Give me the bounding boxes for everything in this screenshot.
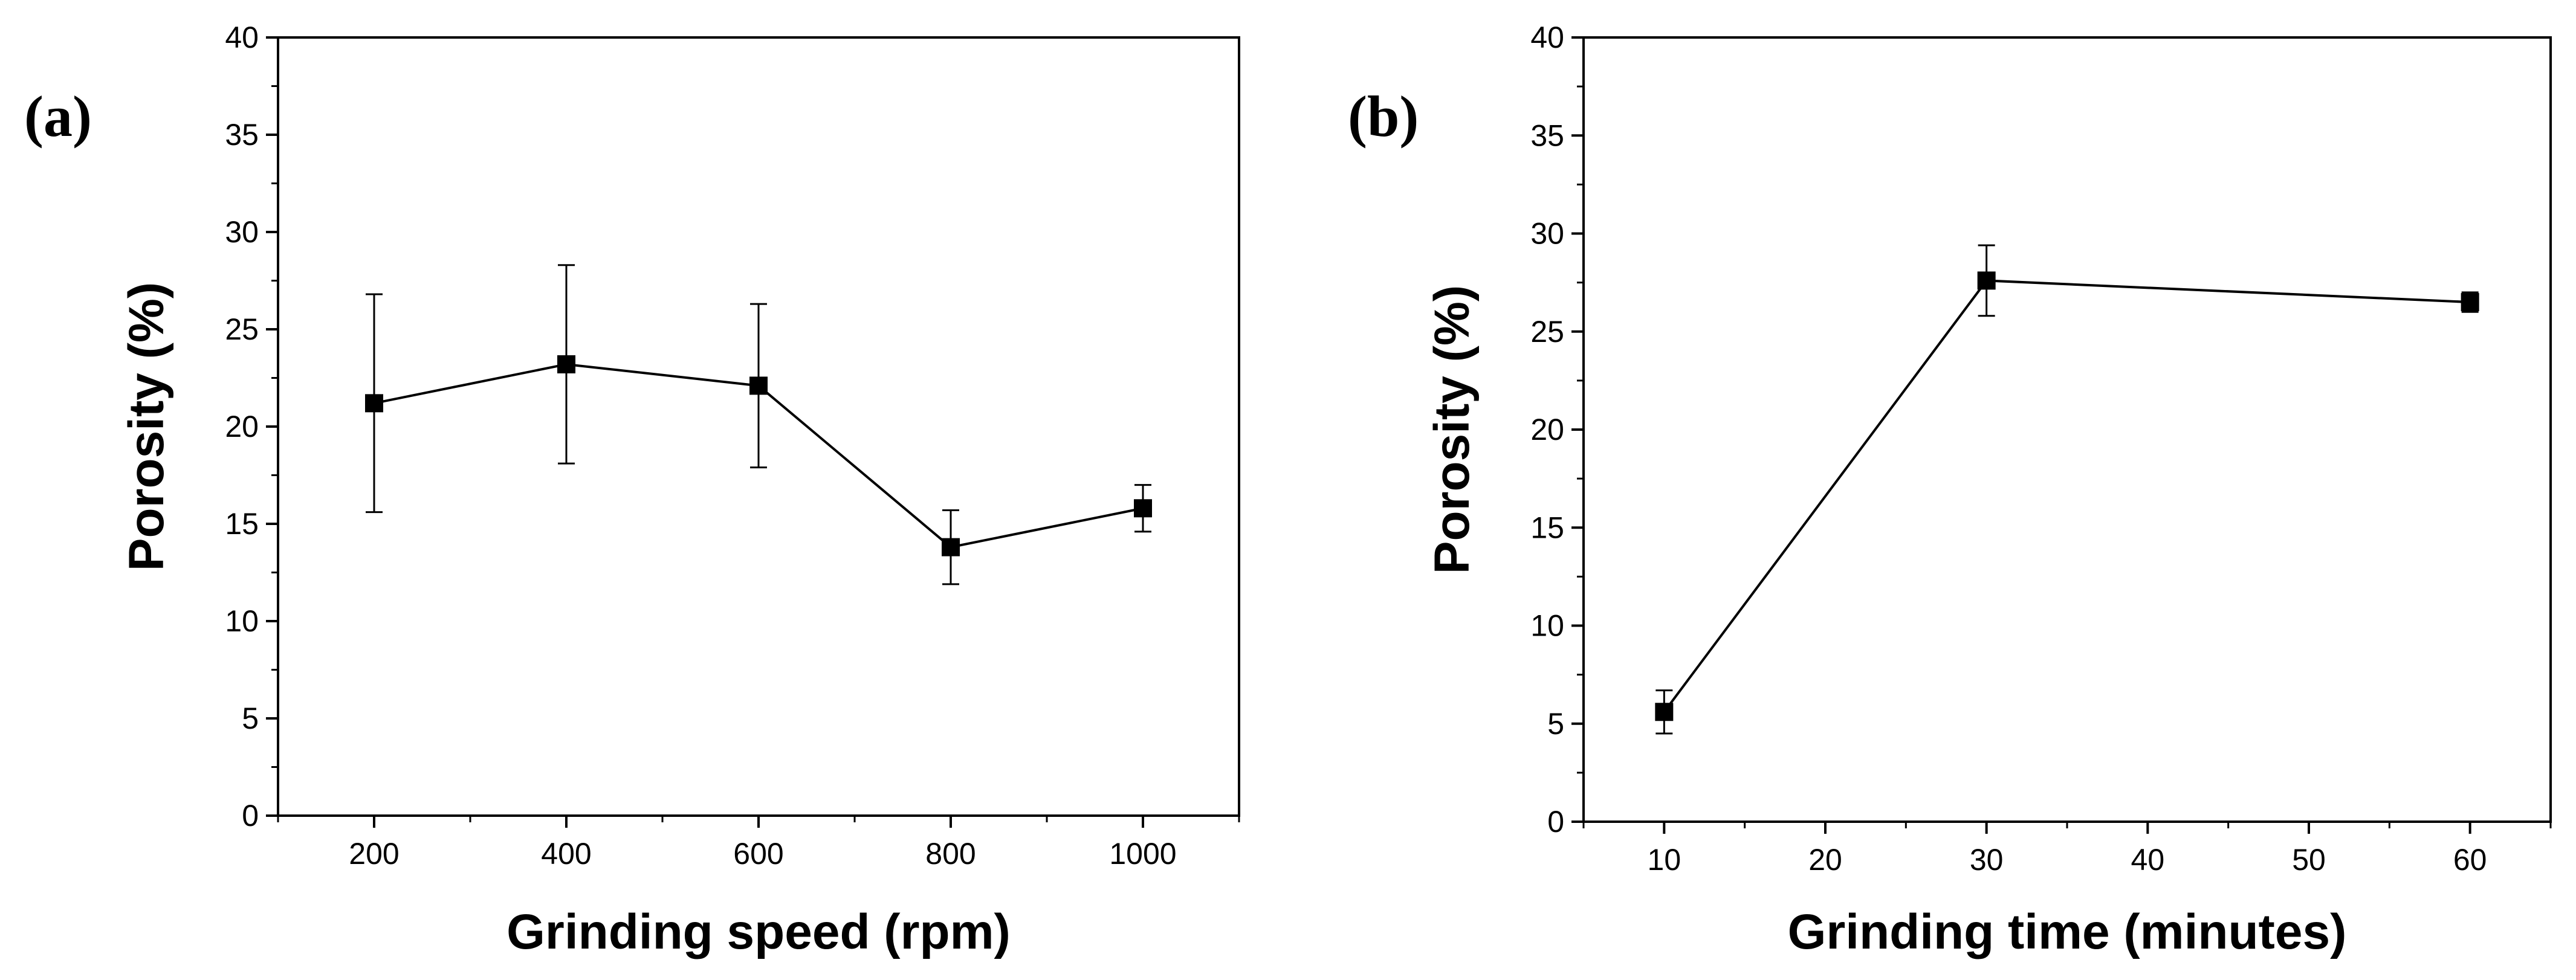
data-point (365, 394, 383, 413)
x-axis-title: Grinding time (minutes) (1788, 904, 2347, 959)
x-tick-label: 20 (1808, 843, 1842, 877)
x-tick-label: 400 (541, 837, 591, 871)
y-tick-label: 5 (1547, 707, 1564, 741)
y-tick-label: 25 (1530, 315, 1564, 349)
x-tick-label: 1000 (1109, 837, 1176, 871)
x-tick-label: 50 (2292, 843, 2326, 877)
panel-a: 0 5 10 15 20 25 30 35 40 200 400 600 800 1000 Grinding… (24, 21, 1240, 959)
y-tick-label: 25 (225, 312, 259, 346)
series-line (1663, 279, 2470, 713)
x-axis-title: Grinding speed (rpm) (506, 904, 1011, 959)
y-tick-label: 20 (1530, 413, 1564, 446)
data-point (1655, 703, 1674, 721)
x-tick-label: 800 (925, 837, 976, 871)
y-tick-label: 5 (242, 701, 259, 735)
x-tick-label: 40 (2131, 843, 2165, 877)
data-point (942, 538, 960, 556)
y-tick-label: 35 (225, 118, 259, 152)
data-point (557, 355, 575, 373)
data-point (2461, 293, 2479, 312)
y-tick-label: 15 (1530, 511, 1564, 544)
y-tick-label: 40 (1530, 21, 1564, 54)
y-tick-label: 0 (242, 799, 259, 833)
x-tick-label: 200 (349, 837, 399, 871)
data-point (749, 376, 768, 395)
x-tick-label: 600 (733, 837, 783, 871)
y-tick-label: 20 (225, 410, 259, 443)
y-tick-label: 15 (225, 507, 259, 541)
y-axis-title: Porosity (%) (119, 282, 174, 571)
data-point (1134, 499, 1152, 518)
y-tick-label: 10 (1530, 609, 1564, 643)
data-point (1977, 271, 1996, 290)
y-tick-label: 30 (1530, 217, 1564, 251)
y-tick-label: 0 (1547, 805, 1564, 839)
y-tick-label: 40 (225, 21, 259, 54)
x-tick-label: 60 (2453, 843, 2487, 877)
x-tick-label: 10 (1648, 843, 1681, 877)
y-axis-title: Porosity (%) (1425, 285, 1480, 574)
y-tick-label: 35 (1530, 118, 1564, 152)
x-tick-label: 30 (1970, 843, 2004, 877)
panel-label: (b) (1348, 84, 1419, 149)
plot-frame (1582, 36, 2552, 823)
y-tick-label: 10 (225, 604, 259, 638)
y-tick-label: 30 (225, 215, 259, 249)
panel-b: 0 5 10 15 20 25 30 35 40 10 20 30 40 50 60 Grinding tim… (1348, 21, 2552, 959)
panel-label: (a) (24, 84, 92, 149)
